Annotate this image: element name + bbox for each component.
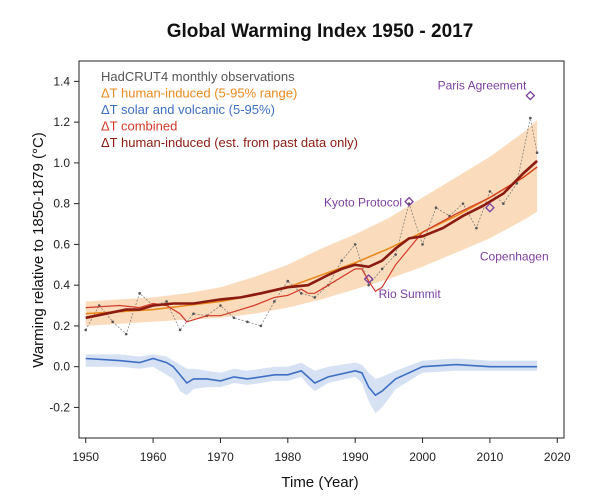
observation-point [340, 259, 344, 263]
observation-point [84, 328, 88, 332]
observations-line [85, 118, 538, 335]
event-marker [363, 274, 374, 284]
y-tick-label: 1.2 [53, 115, 70, 129]
x-tick-label: 1990 [342, 450, 369, 464]
observation-point [461, 202, 465, 205]
chart-title: Global Warming Index 1950 - 2017 [167, 21, 474, 42]
observation-point [380, 267, 384, 271]
event-marker [525, 90, 536, 101]
observation-point [138, 292, 141, 295]
y-axis: -0.2 0.0 0.2 0.4 0.6 0.8 1.0 1.2 1.4 [49, 74, 79, 414]
observation-point [434, 206, 438, 210]
event-label: Paris Agreement [438, 79, 527, 93]
event-marker [484, 202, 495, 213]
y-tick-label: -0.2 [49, 400, 70, 414]
event-label: Rio Summit [379, 287, 442, 301]
x-axis: 1950 1960 1970 1980 1990 2000 2010 2020 [72, 438, 571, 464]
event-label: Kyoto Protocol [324, 196, 402, 210]
solar-volcanic-range-band [85, 354, 538, 414]
x-tick-label: 1980 [274, 450, 301, 464]
y-tick-label: 0.0 [53, 360, 70, 374]
y-tick-label: 0.2 [53, 319, 70, 333]
observation-point [259, 324, 263, 328]
legend-entry: ΔT human-induced (5-95% range) [101, 86, 297, 101]
x-tick-label: 2000 [409, 450, 436, 464]
y-tick-label: 0.4 [53, 278, 70, 292]
observation-point [529, 116, 532, 120]
x-tick-label: 1950 [72, 450, 99, 464]
human-induced-range-band [85, 120, 538, 326]
observation-point [475, 226, 478, 230]
solar-volcanic-line [85, 357, 538, 397]
human-induced-line [85, 166, 538, 315]
observation-point [246, 320, 249, 324]
legend: HadCRUT4 monthly observations ΔT human-in… [101, 69, 358, 150]
y-tick-label: 0.6 [53, 237, 70, 251]
observation-point [394, 253, 397, 256]
observation-point [124, 332, 128, 336]
x-axis-label: Time (Year) [281, 474, 358, 491]
observation-point [273, 300, 276, 303]
x-tick-label: 2020 [544, 450, 571, 464]
legend-entry: ΔT combined [101, 119, 177, 134]
observation-point [502, 202, 505, 205]
observation-point [353, 243, 357, 246]
event-marker [404, 196, 414, 207]
event-label: Copenhagen [480, 250, 549, 264]
observation-point [219, 304, 222, 307]
observation-point [515, 181, 519, 185]
observation-point [488, 190, 492, 193]
x-tick-label: 2010 [477, 450, 504, 464]
y-axis-label: Warming relative to 1850-1879 (°C) [30, 132, 47, 368]
observation-point [367, 283, 370, 287]
plot-area [84, 116, 539, 414]
observation-point [165, 300, 168, 303]
observation-point [111, 320, 114, 324]
legend-entry: HadCRUT4 monthly observations [101, 69, 295, 84]
observation-point [313, 296, 317, 299]
x-tick-label: 1970 [207, 450, 234, 464]
observation-point [286, 279, 290, 283]
observation-point [421, 243, 424, 246]
y-tick-label: 1.4 [53, 74, 70, 88]
observation-point [535, 151, 539, 155]
observation-point [192, 312, 195, 315]
annotations: Paris Agreement Kyoto Protocol Copenhagen R… [324, 79, 549, 301]
human-induced-past-data-line [85, 159, 538, 320]
legend-entry: ΔT human-induced (est. from past data on… [101, 135, 358, 150]
x-tick-label: 1960 [140, 450, 167, 464]
observation-point [232, 316, 236, 320]
y-tick-label: 0.8 [53, 197, 70, 211]
observation-point [299, 292, 303, 295]
observation-point [178, 328, 182, 332]
legend-entry: ΔT solar and volcanic (5-95%) [101, 102, 275, 117]
plot-frame [78, 60, 565, 439]
combined-line [85, 166, 538, 323]
y-tick-label: 1.0 [53, 156, 70, 170]
